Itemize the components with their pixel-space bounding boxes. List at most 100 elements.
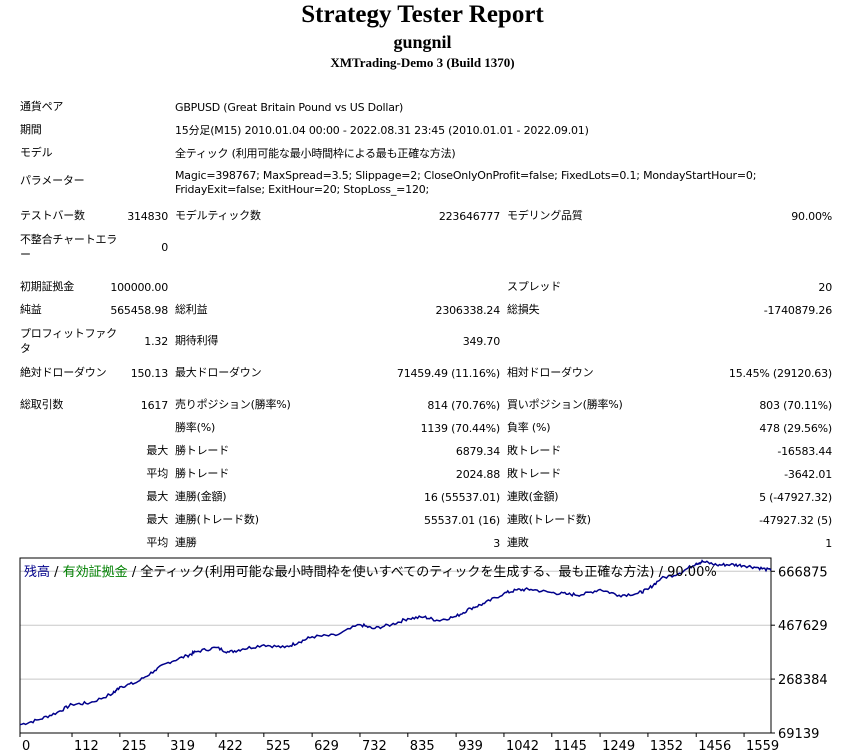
abs-dd-value: 150.13 [130, 367, 168, 380]
chart-legend: 残高 / 有効証拠金 / 全ティック(利用可能な最小時間枠を使いすべてのティック… [24, 564, 717, 580]
x-tick-label: 629 [314, 739, 339, 754]
bars-value: 314830 [127, 210, 168, 223]
avg-loss-label: 敗トレード [507, 467, 561, 480]
largest-win-label: 勝トレード [175, 444, 229, 457]
period-value: 15分足(M15) 2010.01.04 00:00 - 2022.08.31 … [175, 124, 589, 137]
y-tick-label: 268384 [778, 673, 828, 688]
pf-value: 1.32 [144, 335, 168, 348]
total-trades-value: 1617 [140, 399, 168, 412]
win-rate-value: 1139 (70.44%) [420, 422, 501, 435]
rel-dd-label: 相対ドローダウン [507, 366, 594, 379]
x-tick-label: 732 [362, 739, 387, 754]
max-dd-value: 71459.49 (11.16%) [396, 367, 500, 380]
deposit-label: 初期証拠金 [20, 280, 74, 293]
consec-win-count-value: 55537.01 (16) [424, 514, 500, 527]
legend-sep: / [50, 565, 63, 580]
avg-win-value: 2024.88 [455, 468, 500, 481]
avg-consec-win-value: 3 [493, 537, 500, 550]
pair-label: 通貨ペア [20, 100, 64, 113]
x-axis-ticks: 0 112 215 319 422 525 629 732 835 939 1042 1145 1249… [19, 733, 779, 754]
avg-loss-value: -3642.01 [784, 468, 832, 481]
consec-win-count-label: 連勝(トレード数) [175, 513, 259, 526]
x-tick-label: 319 [170, 739, 195, 754]
net-value: 565458.98 [110, 304, 168, 317]
avg-consec-loss-value: 1 [825, 537, 832, 550]
avg-label-2: 平均 [146, 536, 168, 549]
gross-profit-value: 2306338.24 [435, 304, 501, 317]
legend-description: / 全ティック(利用可能な最小時間枠を使いすべてのティックを生成する、最も正確な… [128, 564, 717, 580]
model-value: 全ティック (利用可能な最小時間枠による最も正確な方法) [175, 147, 456, 160]
max-label-3: 最大 [146, 513, 168, 526]
x-tick-label: 1249 [602, 739, 635, 754]
consec-win-money-value: 16 (55537.01) [424, 491, 500, 504]
params-value: Magic=398767; MaxSpread=3.5; Slippage=2;… [175, 169, 757, 196]
server-build: XMTrading-Demo 3 (Build 1370) [330, 55, 515, 70]
quality-value: 90.00% [791, 210, 832, 223]
x-tick-label: 1042 [506, 739, 539, 754]
spread-label: スプレッド [507, 280, 561, 293]
expert-name: gungnil [393, 32, 452, 52]
ticks-label: モデルティック数 [175, 209, 261, 222]
consec-loss-money-label: 連敗(金額) [507, 490, 559, 503]
consec-loss-money-value: 5 (-47927.32) [759, 491, 832, 504]
expected-value: 349.70 [462, 335, 500, 348]
x-tick-label: 0 [22, 739, 30, 754]
rel-dd-value: 15.45% (29120.63) [728, 367, 832, 380]
long-label: 買いポジション(勝率%) [507, 398, 623, 411]
pf-label: プロフィットファクタ [20, 327, 117, 355]
short-value: 814 (70.76%) [427, 399, 500, 412]
deposit-value: 100000.00 [110, 281, 168, 294]
spread-value: 20 [818, 281, 832, 294]
plot-area-border [19, 557, 772, 734]
x-tick-label: 1559 [746, 739, 779, 754]
pair-value: GBPUSD (Great Britain Pound vs US Dollar… [175, 101, 404, 114]
x-tick-label: 525 [266, 739, 291, 754]
max-dd-label: 最大ドローダウン [175, 366, 262, 379]
largest-loss-label: 敗トレード [507, 444, 561, 457]
params-label: パラメーター [20, 174, 85, 187]
x-tick-label: 1145 [554, 739, 587, 754]
total-trades-label: 総取引数 [20, 398, 64, 411]
expected-label: 期待利得 [175, 334, 219, 347]
legend-equity: 有効証拠金 [63, 564, 128, 580]
legend-balance: 残高 [24, 564, 50, 580]
balance-chart: 666875 467629 268384 69139 0 112 215 319 422 525… [0, 556, 845, 756]
mismatch-label: 不整合チャートエラー [20, 233, 118, 261]
x-tick-label: 1352 [650, 739, 683, 754]
x-tick-label: 939 [458, 739, 483, 754]
max-label-2: 最大 [146, 490, 168, 503]
gross-profit-label: 総利益 [175, 303, 208, 316]
gross-loss-value: -1740879.26 [763, 304, 832, 317]
consec-win-money-label: 連勝(金額) [175, 490, 227, 503]
largest-win-value: 6879.34 [455, 445, 500, 458]
gross-loss-label: 総損失 [507, 303, 540, 316]
x-tick-label: 112 [74, 739, 99, 754]
net-label: 純益 [20, 303, 42, 316]
period-label: 期間 [20, 123, 42, 136]
balance-series-line [19, 559, 772, 726]
chart-background [0, 556, 845, 756]
win-rate-label: 勝率(%) [175, 421, 216, 434]
model-label: モデル [20, 146, 53, 159]
report-title: Strategy Tester Report [301, 1, 544, 28]
avg-consec-loss-label: 連敗 [507, 536, 529, 549]
loss-rate-label: 負率 (%) [507, 421, 551, 434]
x-tick-label: 422 [218, 739, 243, 754]
consec-loss-count-value: -47927.32 (5) [759, 514, 832, 527]
x-tick-label: 215 [122, 739, 147, 754]
short-label: 売りポジション(勝率%) [175, 398, 291, 411]
ticks-value: 223646777 [438, 210, 500, 223]
avg-win-label: 勝トレード [175, 467, 229, 480]
mismatch-value: 0 [161, 241, 168, 254]
largest-loss-value: -16583.44 [777, 445, 832, 458]
loss-rate-value: 478 (29.56%) [759, 422, 832, 435]
avg-consec-win-label: 連勝 [175, 536, 197, 549]
consec-loss-count-label: 連敗(トレード数) [507, 513, 591, 526]
x-tick-label: 835 [410, 739, 435, 754]
max-label-1: 最大 [146, 444, 168, 457]
bars-label: テストバー数 [20, 209, 85, 222]
quality-label: モデリング品質 [507, 209, 583, 222]
long-value: 803 (70.11%) [759, 399, 832, 412]
abs-dd-label: 絶対ドローダウン [20, 366, 107, 379]
y-tick-label: 69139 [778, 727, 819, 742]
